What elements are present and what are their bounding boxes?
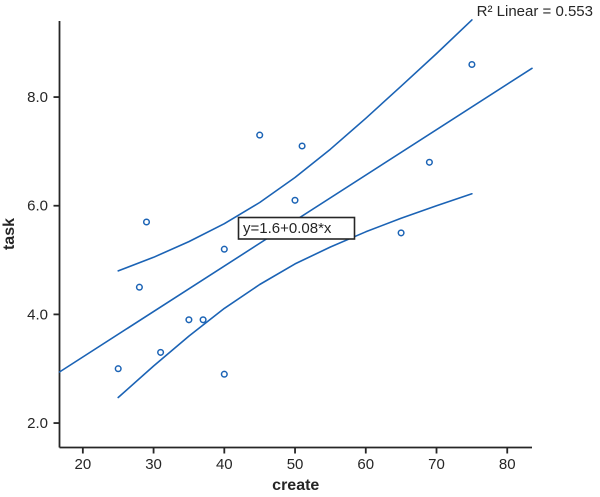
scatter-point: [291, 196, 299, 204]
equation-box: [237, 216, 356, 240]
scatter-point: [468, 60, 476, 69]
x-tick-label: 70: [428, 456, 445, 473]
scatter-point: [135, 283, 143, 291]
x-tick-label: 40: [216, 456, 233, 473]
ci-lower-curve: [117, 193, 473, 399]
y-axis-title: task: [1, 218, 18, 250]
y-tick-label: 6.0: [27, 198, 48, 215]
x-tick-label: 60: [357, 456, 374, 473]
y-tick-label: 2.0: [27, 415, 48, 432]
x-tick-label: 80: [499, 456, 516, 473]
scatter-point: [114, 365, 122, 373]
scatter-point: [256, 131, 264, 139]
scatter-point: [142, 218, 151, 226]
scatter-point: [298, 142, 306, 150]
ci-upper-curve: [117, 19, 473, 272]
x-tick-label: 50: [287, 456, 304, 473]
x-axis-title: create: [272, 477, 319, 494]
scatter-point: [220, 370, 228, 378]
scatter-point: [425, 158, 433, 166]
x-tick-label: 20: [74, 456, 91, 473]
x-tick-label: 30: [145, 456, 162, 473]
equation-label: y=1.6+0.08*x: [243, 220, 332, 237]
scatter-point: [220, 245, 228, 253]
r-squared-annotation: R² Linear = 0.553: [477, 3, 593, 20]
y-tick-label: 8.0: [27, 89, 48, 106]
scatter-point: [157, 348, 165, 356]
scatter-point: [185, 316, 193, 324]
scatter-point: [397, 229, 405, 237]
y-tick-label: 4.0: [27, 306, 48, 323]
scatter-point: [199, 316, 207, 324]
